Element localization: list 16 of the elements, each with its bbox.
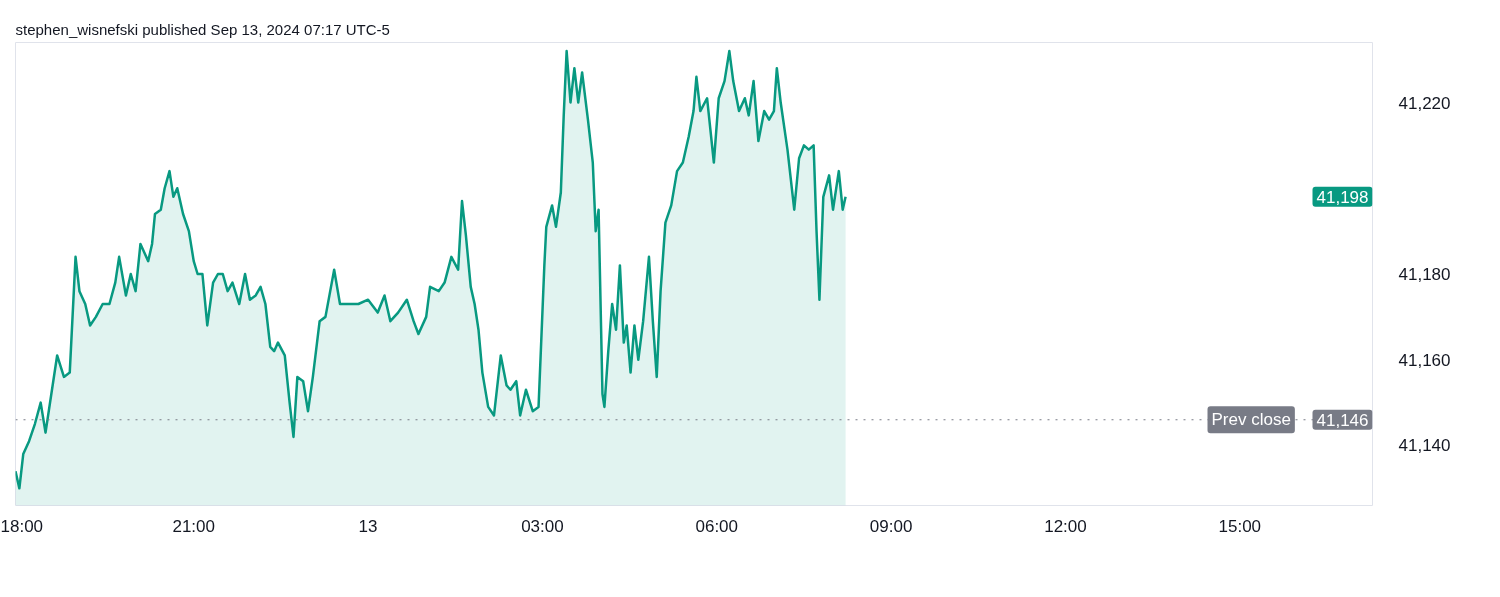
x-tick-label: 21:00 [172, 516, 215, 536]
y-tick-label: 41,180 [1398, 265, 1451, 284]
y-tick-label: 41,160 [1398, 350, 1451, 370]
x-tick-label: 09:00 [869, 516, 913, 536]
x-tick-label: 15:00 [1218, 516, 1262, 536]
x-tick-label: 06:00 [695, 516, 739, 536]
ref-line-label: Prev close [1211, 410, 1291, 430]
annotation: 41,198 [1316, 187, 1369, 207]
annotation: 41,146 [1316, 410, 1369, 430]
y-tick-label: 41,140 [1398, 436, 1451, 456]
y-tick-label: 41,220 [1398, 93, 1451, 113]
chart-title: stephen_wisnefski published Sep 13, 2024 07:17 UTC-5 [15, 20, 390, 38]
x-tick-label: 18:00 [0, 516, 44, 536]
x-tick-label: 12:00 [1044, 516, 1087, 536]
x-tick-label: 03:00 [521, 516, 564, 536]
x-tick-label: 13 [358, 516, 378, 536]
